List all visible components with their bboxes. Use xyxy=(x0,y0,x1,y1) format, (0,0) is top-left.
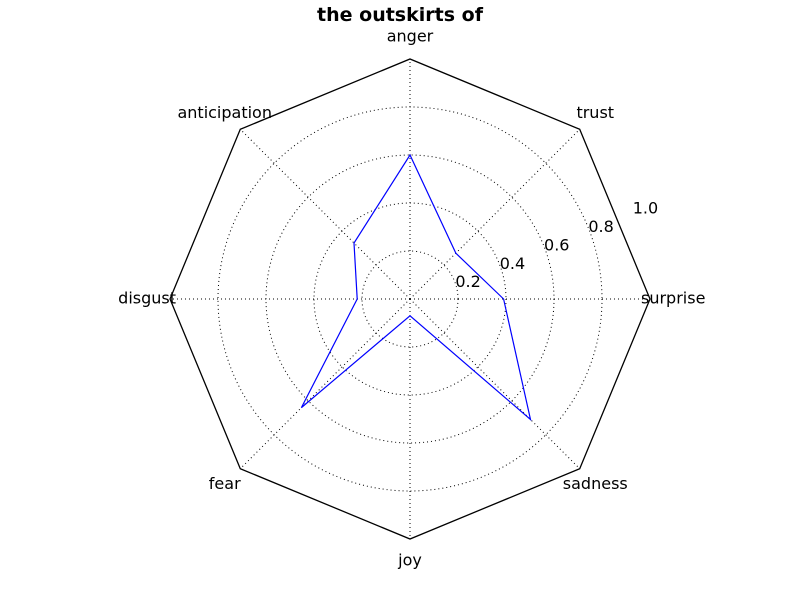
category-label: anticipation xyxy=(177,103,272,122)
tick-layer: 0.2 0.4 0.6 0.8 1.0 xyxy=(455,199,658,291)
radial-tick-label: 0.6 xyxy=(544,235,569,254)
spoke-gridline xyxy=(409,128,581,300)
category-label: anger xyxy=(387,27,434,46)
category-label: trust xyxy=(576,103,614,122)
category-label: surprise xyxy=(641,289,705,308)
chart-title: the outskirts of xyxy=(317,4,484,26)
category-label: joy xyxy=(397,551,422,570)
category-label: fear xyxy=(209,474,241,493)
grid-layer xyxy=(170,59,650,539)
label-layer: surprise trust anger anticipation disgust fea… xyxy=(118,27,705,570)
radial-tick-label: 0.2 xyxy=(455,272,480,291)
radial-tick-label: 1.0 xyxy=(633,199,658,218)
series-layer xyxy=(300,153,532,422)
frame-layer xyxy=(169,58,651,540)
category-label: disgust xyxy=(118,289,176,308)
center-dot xyxy=(409,298,411,300)
category-label: sadness xyxy=(563,474,628,493)
spoke-gridline xyxy=(239,298,411,470)
spoke-gridline xyxy=(239,128,411,300)
radial-tick-label: 0.4 xyxy=(500,254,525,273)
series-line xyxy=(300,153,532,422)
frame-polygon xyxy=(169,58,651,540)
radial-tick-label: 0.8 xyxy=(588,217,613,236)
spoke-gridline xyxy=(409,298,581,470)
